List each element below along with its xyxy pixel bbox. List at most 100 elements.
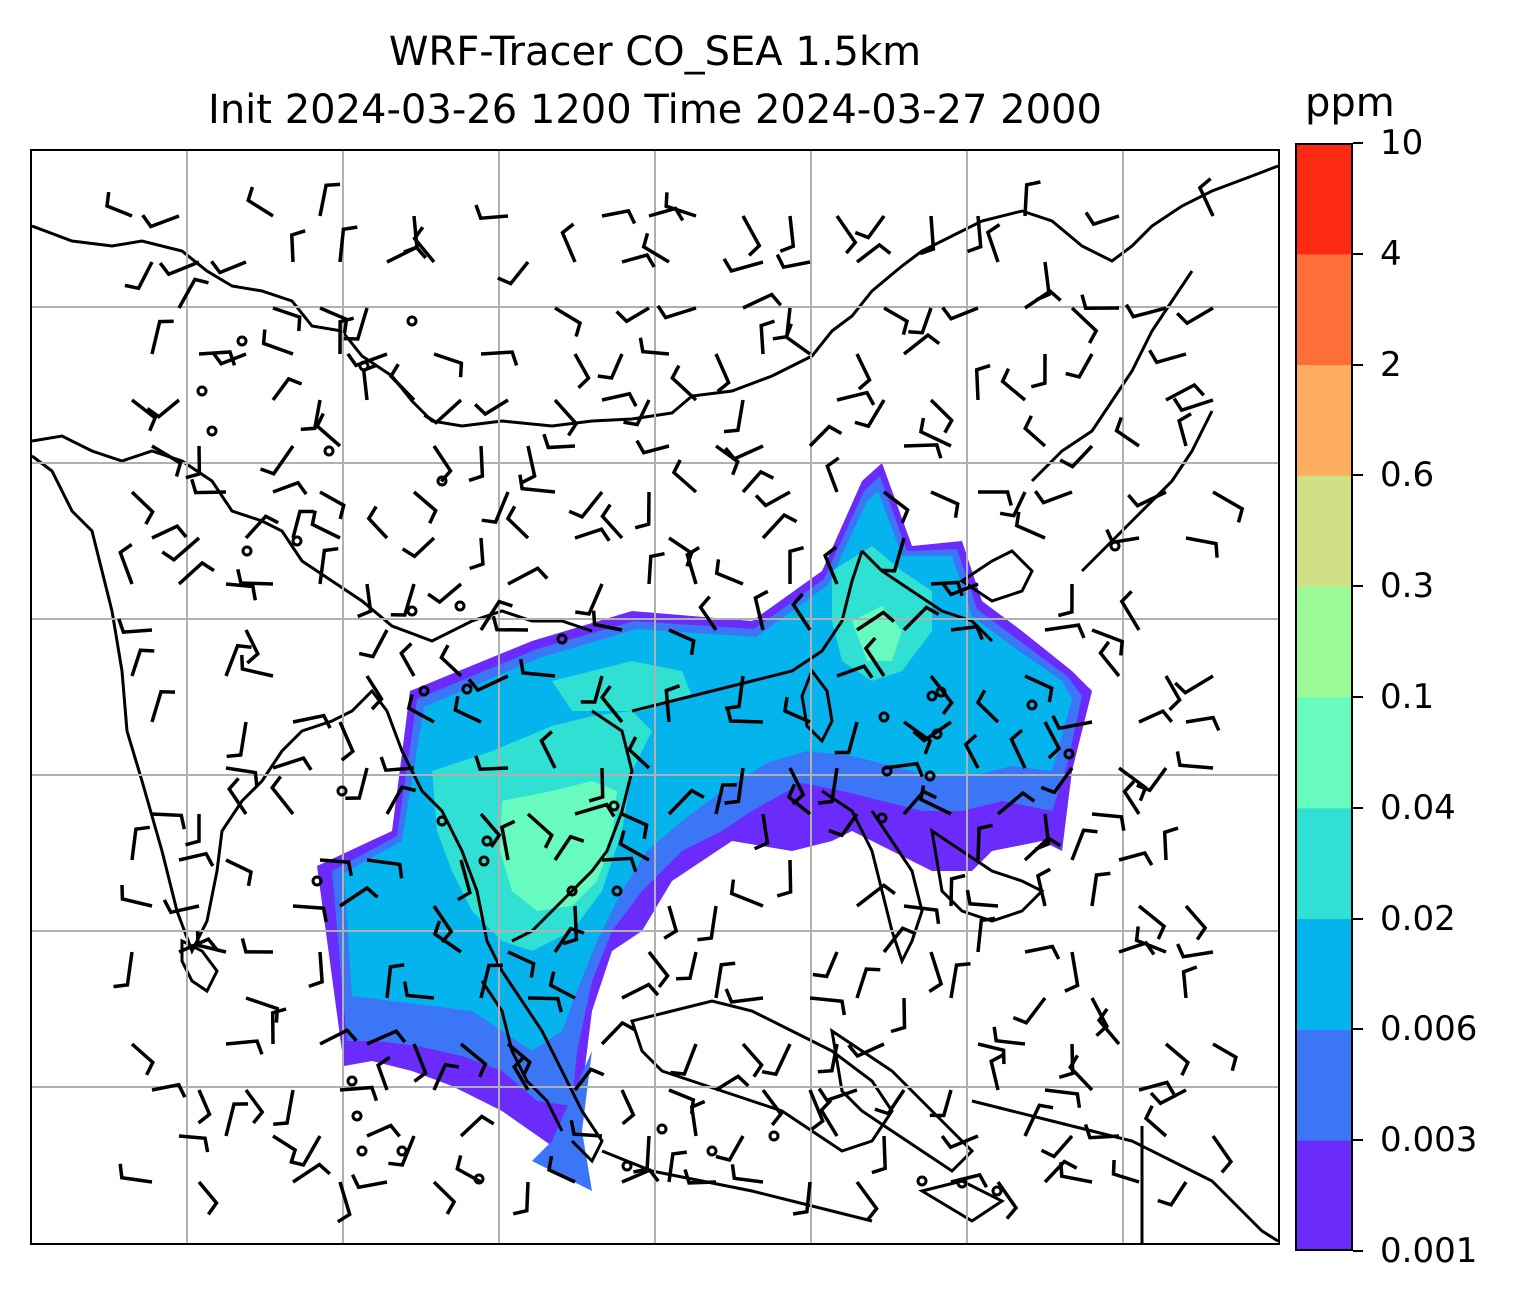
wind-barb [1134,926,1167,954]
wind-barb [902,605,940,632]
wind-barb [427,582,463,605]
wind-barb [835,215,858,255]
wind-barb [178,851,215,867]
colorbar [1295,143,1353,1252]
wind-barb [105,191,133,218]
wind-barb [601,856,638,873]
wind-barb [834,721,859,755]
wind-barb [412,490,438,524]
colorbar-tick-mark [1353,142,1363,144]
wind-barb [1111,1159,1140,1184]
wind-barb [225,858,253,887]
wind-barb [385,785,417,815]
wind-barb [1138,708,1174,724]
wind-barb [996,790,1036,816]
wind-barb [269,775,295,816]
wind-barb [553,926,585,953]
wind-barb [336,1181,352,1224]
wind-barb [863,636,886,677]
wind-barb [791,592,812,631]
calm-wind-circle [916,1175,928,1187]
wind-barb [259,445,295,476]
wind-barb [150,319,174,355]
wind-barb [459,1114,495,1138]
calm-wind-circle [1109,540,1121,552]
wind-barb [272,756,313,771]
wind-barb [553,834,585,861]
wind-barb [124,261,154,291]
wind-barb [1164,1042,1191,1077]
wind-barb [150,690,176,723]
wind-barb [338,721,355,762]
wind-barb [162,899,200,915]
wind-barb [817,767,839,805]
wind-barb [1197,177,1215,217]
gridlines [32,151,1278,1243]
wind-barb [225,582,258,601]
wind-barb [855,242,892,264]
calm-wind-circles [196,315,1121,1197]
wind-barb [929,674,954,715]
wind-barb [402,981,435,1000]
wind-barb [1136,766,1168,793]
wind-barb [825,456,840,493]
wind-barb [698,595,718,631]
wind-barb [667,1150,688,1183]
wind-barb [776,859,793,898]
wind-barb [197,1180,219,1216]
calm-wind-circle [436,815,448,827]
colorbar-segment [1295,697,1353,809]
colorbar-segment [1295,1029,1353,1141]
wind-barb [615,306,650,324]
wind-barb [722,257,764,273]
wind-barb [210,260,247,275]
wind-barb [1124,303,1167,319]
wind-barb [130,648,155,677]
wind-barb [236,568,274,586]
colorbar-tick-mark [1353,363,1363,366]
colorbar-tick-label: 0.001 [1380,1231,1478,1271]
wind-barb [225,1039,264,1055]
wind-barb [469,537,485,571]
map-panel[interactable] [30,149,1280,1245]
wind-barb [151,444,183,477]
wind-barb [412,1043,428,1083]
calm-wind-circle [566,885,578,897]
wind-barb [977,1042,1006,1065]
calm-wind-circle [236,335,248,347]
wind-barb [151,1082,187,1098]
wind-barb [453,695,482,724]
wind-barb [273,1089,295,1126]
wind-barb [928,951,944,993]
colorbar-segment [1295,586,1353,698]
wind-barb [195,931,227,954]
wind-barb [601,391,638,408]
calm-wind-circle [935,686,947,698]
wind-barb [1164,675,1182,711]
wind-barb [1014,511,1046,540]
wind-barb [874,1089,906,1116]
wind-barb [151,812,187,830]
calm-wind-circle [706,1145,718,1157]
wind-barb [1172,397,1214,413]
wind-barb [547,1155,576,1184]
wind-barb [847,1042,885,1059]
wind-barb [929,1089,953,1118]
wind-barb [244,1088,265,1125]
colorbar-tick-mark [1353,806,1363,809]
wind-barb [512,1055,530,1091]
wind-barb [146,398,181,419]
wind-barb [271,376,303,402]
wind-barb [753,589,769,631]
wind-barb [882,926,917,954]
wind-barb [539,730,557,769]
calm-wind-circle [406,315,418,327]
wind-barb [621,982,660,1000]
wind-barb [754,490,791,508]
wind-barb [667,788,705,816]
wind-barb [1127,490,1167,508]
wind-barb [1070,828,1098,861]
wind-barb [714,961,736,999]
wind-barb [130,490,155,525]
wind-barb [346,352,388,368]
